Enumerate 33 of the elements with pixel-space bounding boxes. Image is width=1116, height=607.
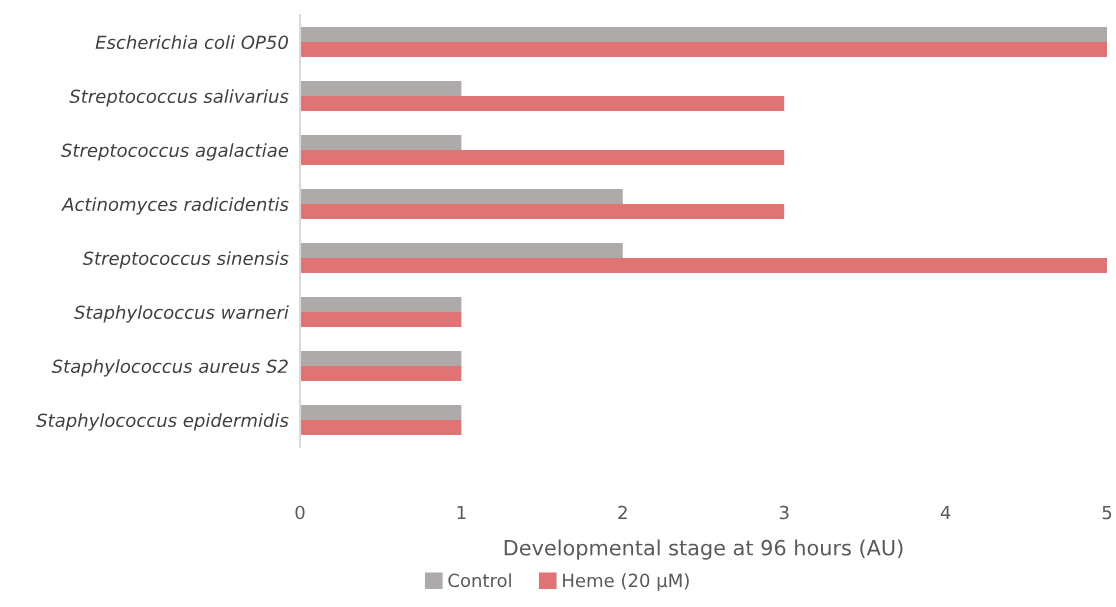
legend-label: Control — [448, 573, 511, 588]
bar — [300, 404, 462, 420]
bar — [300, 134, 462, 150]
bar — [300, 296, 462, 312]
x-axis-title: Developmental stage at 96 hours (AU) — [504, 539, 903, 560]
bar — [300, 204, 785, 220]
bar — [300, 242, 623, 258]
x-tick-label: 1 — [457, 505, 466, 520]
bar — [300, 312, 462, 328]
bar — [300, 366, 462, 382]
bar — [300, 80, 462, 96]
x-tick-label: 5 — [1102, 505, 1112, 520]
bar — [300, 420, 462, 436]
bar — [300, 96, 785, 112]
bar — [300, 350, 462, 366]
bar — [300, 42, 1107, 58]
y-tick-label: Staphylococcus warneri — [74, 305, 289, 323]
legend-label: Heme (20 µM) — [563, 573, 689, 591]
y-tick-label: Streptococcus sinensis — [82, 251, 289, 269]
x-tick-label: 3 — [779, 505, 789, 520]
x-tick-label: 0 — [295, 505, 305, 520]
bar — [300, 258, 1107, 274]
y-tick-label: Staphylococcus aureus S2 — [51, 359, 288, 377]
bar — [300, 26, 1107, 42]
bar — [300, 150, 785, 166]
y-tick-label: Actinomyces radicidentis — [61, 197, 289, 215]
y-tick-label: Escherichia coli OP50 — [95, 35, 288, 50]
y-tick-label: Staphylococcus epidermidis — [36, 413, 289, 431]
y-tick-label: Streptococcus salivarius — [69, 89, 289, 107]
bar — [300, 188, 623, 204]
y-tick-label: Streptococcus agalactiae — [61, 143, 289, 161]
x-tick-label: 4 — [940, 505, 951, 520]
x-tick-label: 2 — [618, 505, 627, 520]
